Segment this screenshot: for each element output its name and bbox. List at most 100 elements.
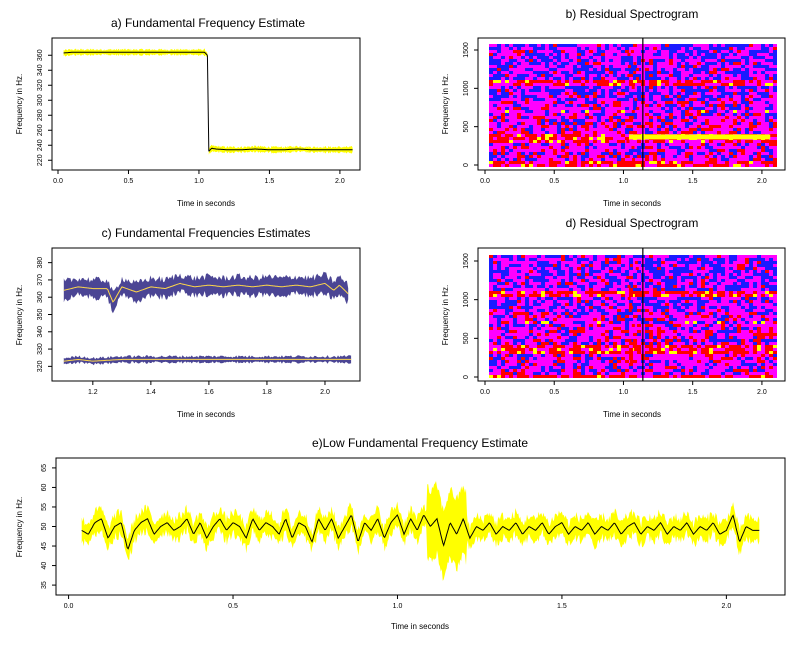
spectrogram-cell xyxy=(737,86,741,89)
spectrogram-cell xyxy=(753,44,757,47)
spectrogram-cell xyxy=(573,158,577,161)
spectrogram-cell xyxy=(549,77,553,80)
spectrogram-cell xyxy=(545,261,549,264)
spectrogram-cell xyxy=(489,315,493,318)
spectrogram-cell xyxy=(525,140,529,143)
spectrogram-cell xyxy=(549,62,553,65)
spectrogram-cell xyxy=(593,158,597,161)
spectrogram-cell xyxy=(693,119,697,122)
spectrogram-cell xyxy=(681,119,685,122)
spectrogram-cell xyxy=(661,261,665,264)
spectrogram-cell xyxy=(709,276,713,279)
spectrogram-cell xyxy=(637,143,641,146)
spectrogram-cell xyxy=(585,119,589,122)
spectrogram-cell xyxy=(573,98,577,101)
spectrogram-cell xyxy=(569,101,573,104)
spectrogram-cell xyxy=(597,62,601,65)
spectrogram-cell xyxy=(505,255,509,258)
spectrogram-cell xyxy=(701,270,705,273)
spectrogram-cell xyxy=(513,261,517,264)
spectrogram-cell xyxy=(645,267,649,270)
spectrogram-cell xyxy=(577,98,581,101)
spectrogram-cell xyxy=(761,89,765,92)
spectrogram-cell xyxy=(753,101,757,104)
panel-c-ytick-label: 350 xyxy=(37,309,44,321)
spectrogram-cell xyxy=(757,270,761,273)
spectrogram-cell xyxy=(705,131,709,134)
spectrogram-cell xyxy=(609,264,613,267)
spectrogram-cell xyxy=(673,56,677,59)
spectrogram-cell xyxy=(613,92,617,95)
spectrogram-cell xyxy=(525,92,529,95)
spectrogram-cell xyxy=(545,47,549,50)
spectrogram-cell xyxy=(625,101,629,104)
spectrogram-cell xyxy=(529,101,533,104)
spectrogram-cell xyxy=(745,321,749,324)
spectrogram-cell xyxy=(713,143,717,146)
spectrogram-cell xyxy=(737,327,741,330)
spectrogram-cell xyxy=(733,65,737,68)
spectrogram-cell xyxy=(573,110,577,113)
spectrogram-cell xyxy=(549,128,553,131)
spectrogram-cell xyxy=(509,327,513,330)
spectrogram-cell xyxy=(497,122,501,125)
spectrogram-cell xyxy=(581,119,585,122)
spectrogram-cell xyxy=(629,158,633,161)
spectrogram-cell xyxy=(585,80,589,83)
spectrogram-cell xyxy=(733,77,737,80)
spectrogram-cell xyxy=(769,303,773,306)
spectrogram-cell xyxy=(585,50,589,53)
spectrogram-cell xyxy=(761,128,765,131)
spectrogram-cell xyxy=(725,300,729,303)
spectrogram-cell xyxy=(765,279,769,282)
spectrogram-cell xyxy=(533,300,537,303)
spectrogram-cell xyxy=(685,294,689,297)
spectrogram-cell xyxy=(629,261,633,264)
spectrogram-cell xyxy=(561,267,565,270)
spectrogram-cell xyxy=(513,68,517,71)
spectrogram-cell xyxy=(605,330,609,333)
spectrogram-cell xyxy=(581,110,585,113)
spectrogram-cell xyxy=(629,86,633,89)
spectrogram-cell xyxy=(697,125,701,128)
spectrogram-cell xyxy=(701,77,705,80)
spectrogram-cell xyxy=(685,285,689,288)
spectrogram-cell xyxy=(697,131,701,134)
spectrogram-cell xyxy=(757,56,761,59)
spectrogram-cell xyxy=(553,309,557,312)
spectrogram-cell xyxy=(509,122,513,125)
spectrogram-cell xyxy=(661,56,665,59)
spectrogram-cell xyxy=(565,137,569,140)
spectrogram-cell xyxy=(629,270,633,273)
spectrogram-cell xyxy=(737,255,741,258)
panel-b-ytick-label: 1500 xyxy=(463,42,470,58)
spectrogram-cell xyxy=(725,306,729,309)
spectrogram-cell xyxy=(665,125,669,128)
spectrogram-cell xyxy=(753,285,757,288)
spectrogram-cell xyxy=(593,113,597,116)
spectrogram-cell xyxy=(685,318,689,321)
spectrogram-cell xyxy=(625,89,629,92)
spectrogram-cell xyxy=(553,333,557,336)
spectrogram-cell xyxy=(621,297,625,300)
spectrogram-cell xyxy=(537,267,541,270)
spectrogram-cell xyxy=(517,80,521,83)
spectrogram-cell xyxy=(533,89,537,92)
spectrogram-cell xyxy=(665,104,669,107)
spectrogram-cell xyxy=(753,291,757,294)
spectrogram-cell xyxy=(517,288,521,291)
spectrogram-cell xyxy=(657,101,661,104)
spectrogram-cell xyxy=(661,255,665,258)
spectrogram-cell xyxy=(721,330,725,333)
spectrogram-cell xyxy=(557,161,561,164)
spectrogram-cell xyxy=(649,279,653,282)
spectrogram-cell xyxy=(589,134,593,137)
spectrogram-cell xyxy=(537,65,541,68)
spectrogram-cell xyxy=(537,155,541,158)
spectrogram-cell xyxy=(541,149,545,152)
spectrogram-cell xyxy=(597,294,601,297)
spectrogram-cell xyxy=(613,321,617,324)
spectrogram-cell xyxy=(489,321,493,324)
spectrogram-cell xyxy=(541,140,545,143)
spectrogram-cell xyxy=(593,288,597,291)
